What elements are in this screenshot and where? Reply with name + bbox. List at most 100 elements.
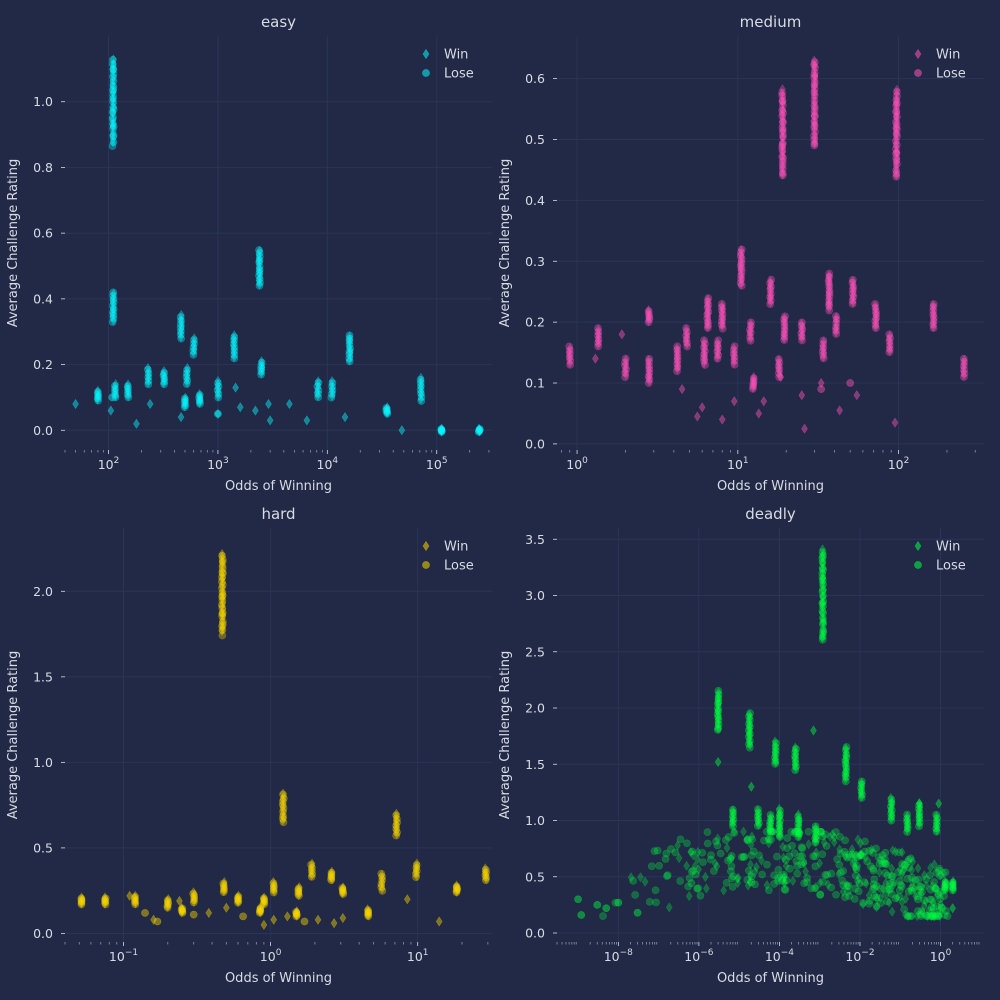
- win-point: [930, 321, 937, 333]
- lose-point: [841, 777, 850, 786]
- win-point: [825, 282, 833, 294]
- data-cluster: [753, 805, 763, 830]
- data-cluster: [929, 300, 938, 333]
- win-point: [730, 343, 738, 354]
- lose-point: [810, 101, 819, 110]
- win-point: [438, 423, 446, 434]
- win-point: [893, 103, 900, 114]
- lose-point: [644, 379, 653, 388]
- x-tick-label: 101: [407, 948, 429, 964]
- lose-point: [327, 870, 336, 879]
- lose-point: [565, 353, 574, 362]
- lose-point: [130, 894, 139, 903]
- win-point: [718, 307, 726, 318]
- win-point: [111, 387, 119, 399]
- lose-point: [848, 275, 857, 284]
- win-point: [704, 318, 711, 329]
- win-point: [832, 327, 840, 338]
- lose-point: [217, 601, 226, 609]
- win-point: [110, 98, 117, 109]
- win-point: [960, 362, 967, 373]
- win-point: [417, 372, 425, 383]
- y-tick-label: 0.3: [525, 254, 545, 269]
- lose-point: [825, 269, 834, 278]
- win-point: [849, 276, 857, 287]
- lose-point: [778, 164, 787, 173]
- win-point: [714, 719, 722, 731]
- win-point: [683, 332, 691, 343]
- lose-point: [566, 349, 574, 358]
- win-point: [178, 903, 185, 914]
- lose-point: [230, 333, 239, 341]
- data-cluster: [255, 902, 265, 918]
- data-cluster: [832, 312, 841, 338]
- lose-point: [645, 313, 654, 321]
- data-cluster: [269, 876, 278, 897]
- data-cluster: [292, 906, 301, 921]
- win-point: [682, 324, 690, 335]
- win-point: [740, 826, 747, 837]
- lose-point: [818, 569, 827, 578]
- lose-point: [683, 339, 691, 347]
- x-tick-label: 10−2: [845, 948, 874, 964]
- y-tick-label: 0.5: [525, 132, 545, 147]
- win-point: [673, 343, 681, 354]
- lose-point: [377, 869, 386, 878]
- win-point: [820, 584, 827, 595]
- lose-point: [799, 858, 808, 867]
- win-point: [256, 265, 263, 277]
- lose-point: [818, 563, 827, 572]
- win-point: [234, 896, 242, 908]
- win-point: [779, 84, 786, 95]
- lose-point: [328, 386, 337, 395]
- lose-point: [771, 746, 780, 755]
- win-point: [825, 299, 833, 310]
- x-axis-label: Odds of Winning: [717, 971, 824, 986]
- win-point: [346, 344, 354, 355]
- win-point: [566, 353, 573, 365]
- win-point: [279, 815, 287, 826]
- win-point: [811, 70, 819, 82]
- lose-point: [602, 904, 611, 913]
- lose-point: [338, 885, 347, 894]
- y-tick-label: 0.0: [33, 926, 53, 941]
- win-point: [819, 572, 827, 584]
- win-point: [481, 868, 489, 879]
- lose-point: [730, 342, 739, 351]
- lose-point: [178, 907, 187, 916]
- lose-point: [841, 770, 850, 779]
- lose-point: [791, 759, 800, 767]
- lose-point: [345, 331, 354, 340]
- win-point: [714, 348, 722, 359]
- legend-label-win: Win: [444, 540, 468, 555]
- win-point: [849, 286, 857, 297]
- data-cluster: [278, 788, 288, 827]
- lose-point: [811, 63, 819, 72]
- win-point: [218, 585, 226, 597]
- win-point: [893, 112, 900, 123]
- lose-point: [94, 396, 103, 405]
- lose-point: [871, 307, 880, 316]
- lose-point: [810, 91, 819, 100]
- win-point: [265, 398, 272, 410]
- win-point: [482, 873, 490, 885]
- lose-point: [219, 569, 227, 578]
- lose-point: [182, 373, 191, 381]
- win-point: [109, 78, 116, 89]
- lose-point: [818, 576, 827, 585]
- win-point: [295, 887, 303, 899]
- win-point: [621, 366, 629, 377]
- lose-point: [792, 857, 801, 865]
- data-cluster: [857, 777, 866, 802]
- win-point: [346, 334, 353, 346]
- win-point: [109, 60, 117, 71]
- lose-point: [778, 157, 787, 166]
- lose-point: [767, 275, 776, 284]
- win-point: [746, 326, 754, 337]
- lose-point: [345, 340, 354, 349]
- lose-point: [109, 65, 118, 73]
- data-cluster: [159, 366, 169, 389]
- lose-point: [819, 565, 828, 574]
- win-point: [730, 353, 738, 365]
- data-cluster: [327, 866, 336, 885]
